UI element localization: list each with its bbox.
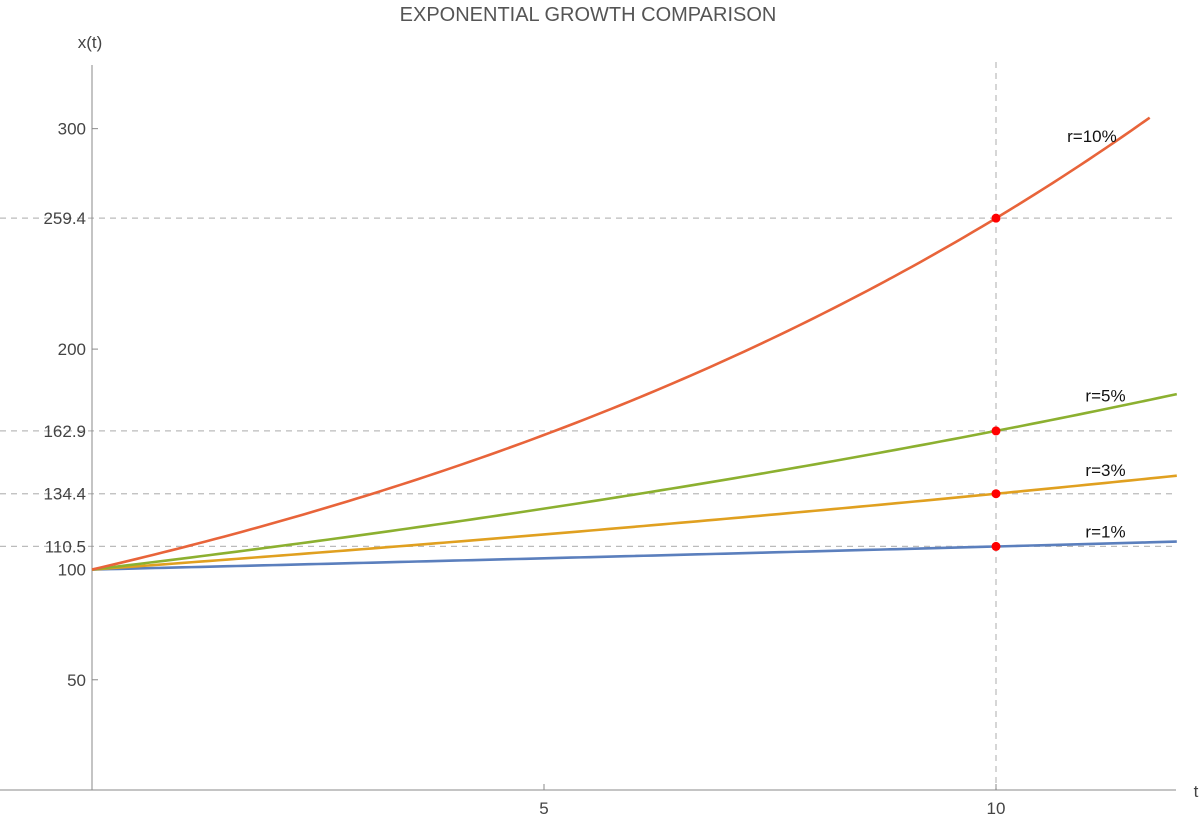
series-lines [91,116,1178,571]
axis-ticks: 50 100 200 300 110.5 134.4 162.9 259.4 5 10 [43,120,1005,818]
series-line-r10 [91,116,1151,571]
value-marker [991,426,1001,436]
series-label: r=3% [1085,461,1125,480]
y-reference-label: 259.4 [43,209,86,228]
series-label: r=1% [1085,522,1125,541]
y-tick-label: 200 [58,340,86,359]
series-line-r5 [91,392,1178,571]
y-tick-label: 300 [58,120,86,139]
x-tick-label: 5 [539,799,548,818]
y-reference-label: 134.4 [43,485,86,504]
value-marker [991,213,1001,223]
y-axis-label: x(t) [78,33,103,52]
series-label: r=5% [1085,386,1125,405]
chart-title: EXPONENTIAL GROWTH COMPARISON [400,4,777,26]
y-reference-label: 162.9 [43,422,86,441]
series-label: r=10% [1067,127,1117,146]
series-line-r1 [91,540,1177,571]
y-tick-label: 50 [67,671,86,690]
x-tick-label: 10 [987,799,1006,818]
series-labels: r=1% r=3% r=5% r=10% [1067,127,1125,541]
reference-lines [0,62,1176,790]
y-tick-label: 100 [58,561,86,580]
value-marker [991,489,1001,499]
value-marker [991,541,1001,551]
value-markers [991,213,1001,551]
y-reference-label: 110.5 [45,537,86,556]
x-axis-label: t [1194,782,1199,801]
